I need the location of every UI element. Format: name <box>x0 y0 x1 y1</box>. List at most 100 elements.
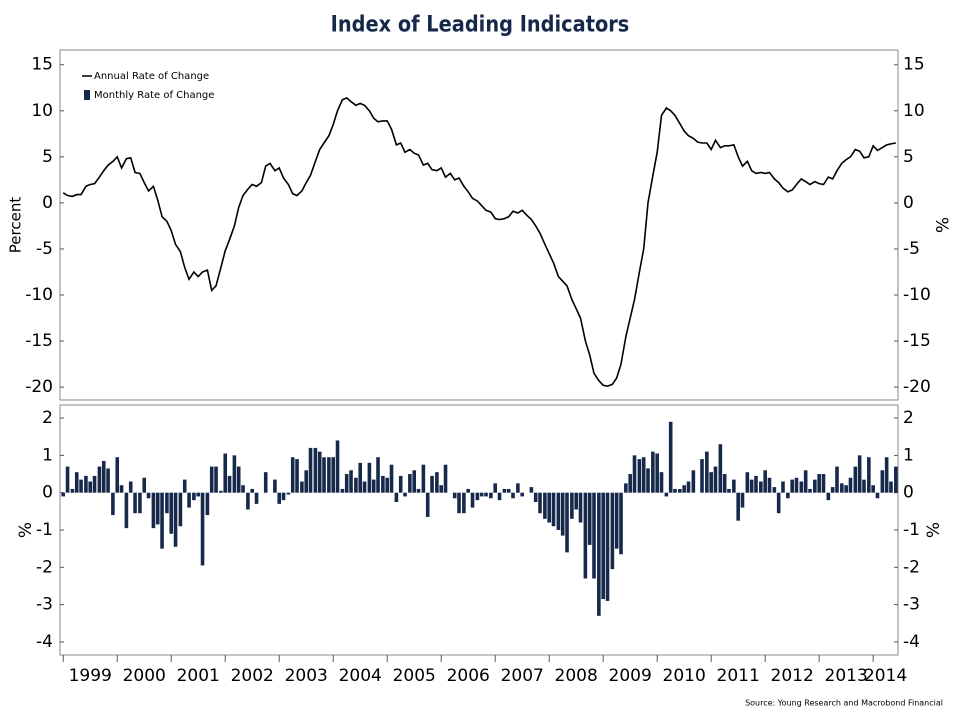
bar <box>592 492 596 579</box>
source: Source: Young Research and Macrobond Fin… <box>745 699 943 708</box>
bar <box>88 481 93 493</box>
bar <box>173 492 178 547</box>
bar <box>794 477 799 493</box>
bar <box>713 466 718 493</box>
bar <box>439 485 444 493</box>
bar <box>70 488 75 493</box>
bar <box>722 474 727 493</box>
bar <box>826 492 831 501</box>
bar <box>497 492 502 501</box>
line <box>62 96 896 388</box>
bar <box>115 457 120 493</box>
y2-tick-label: -1 <box>903 520 920 540</box>
y-tick-label: 2 <box>42 408 53 428</box>
bar <box>322 457 326 493</box>
x-tick-label: 2000 <box>123 666 166 686</box>
bar <box>430 475 434 493</box>
bar <box>358 462 363 493</box>
bar <box>489 492 493 499</box>
bar <box>340 488 345 493</box>
bar <box>416 488 421 493</box>
bar <box>354 477 358 493</box>
bar <box>583 492 588 579</box>
x-tick-label: 1999 <box>69 666 112 686</box>
bar <box>871 485 875 493</box>
bar <box>119 485 124 493</box>
bar <box>435 472 439 493</box>
bar <box>686 481 691 493</box>
bar <box>200 492 205 566</box>
bar <box>803 470 808 493</box>
bar <box>767 477 772 493</box>
bar <box>646 468 650 493</box>
bar <box>628 474 632 493</box>
bar <box>133 492 137 514</box>
y-tick-label: 10 <box>31 101 53 121</box>
x-tick-label: 2001 <box>177 666 220 686</box>
bar <box>651 451 655 493</box>
bar <box>781 481 785 493</box>
bar <box>335 440 340 493</box>
bar <box>165 492 169 514</box>
bar <box>835 466 839 493</box>
bar <box>254 492 259 504</box>
bar <box>799 481 804 493</box>
bar <box>313 447 318 493</box>
bar <box>867 457 871 493</box>
bar <box>740 492 745 508</box>
bar <box>538 492 542 514</box>
bar <box>772 487 777 493</box>
bar <box>65 466 70 493</box>
bar <box>398 475 403 493</box>
bar <box>389 464 394 493</box>
bar <box>308 447 313 493</box>
bar <box>286 492 291 495</box>
bar <box>529 487 534 493</box>
bar <box>408 474 412 493</box>
y-tick-label: 15 <box>31 55 53 75</box>
bar <box>574 492 578 510</box>
y2-axis-label: % <box>931 217 951 233</box>
bar <box>745 472 750 493</box>
legend-label: Annual Rate of Change <box>94 71 209 82</box>
bar <box>385 477 390 493</box>
bar <box>394 492 399 503</box>
bar <box>853 466 858 493</box>
bar <box>813 479 817 493</box>
bar <box>304 470 309 493</box>
y-tick-label: -1 <box>36 520 53 540</box>
bar <box>840 483 844 493</box>
bar <box>637 459 642 493</box>
bar <box>668 421 673 493</box>
bar <box>880 470 885 493</box>
bar <box>493 483 497 493</box>
bar <box>227 475 232 493</box>
bar <box>691 470 696 493</box>
x-tick-label: 2005 <box>393 666 436 686</box>
bar <box>344 474 349 493</box>
bar <box>516 483 520 493</box>
bar <box>570 492 574 519</box>
bar <box>597 492 601 616</box>
y-tick-label: 5 <box>42 147 53 167</box>
x-tick-label: 2011 <box>717 666 760 686</box>
bar <box>520 492 524 497</box>
y2-tick-label: 1 <box>903 445 914 465</box>
bar <box>97 466 102 493</box>
bar <box>209 466 214 493</box>
bar <box>182 479 187 493</box>
bar <box>614 492 619 549</box>
bar <box>484 492 488 497</box>
bar <box>624 483 628 493</box>
bar <box>376 457 380 493</box>
bar <box>857 455 862 493</box>
bar <box>565 492 569 553</box>
bar <box>786 492 790 499</box>
x-tick-label: 2009 <box>609 666 652 686</box>
bar <box>281 492 286 501</box>
x-tick-label: 2013 <box>825 666 868 686</box>
y2-axis-label: % <box>924 522 944 538</box>
bar <box>709 472 713 493</box>
y-tick-label: -2 <box>36 557 53 577</box>
bar <box>848 477 853 493</box>
